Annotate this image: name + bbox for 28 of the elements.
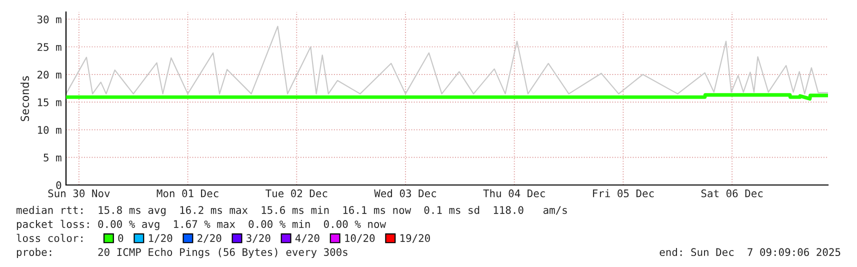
text: packet loss: 0.00 % avg 1.67 % max 0.00 % min 0.00 % now [16, 220, 386, 230]
legend-title: loss color: [16, 234, 82, 242]
legend-label: 0 [118, 234, 124, 242]
x-tick-label: Fri 05 Dec [593, 189, 654, 198]
text: end: Sun Dec 7 09:09:06 2025 [660, 248, 840, 256]
x-tick-label: Wed 03 Dec [374, 189, 436, 198]
x-tick-label: Mon 01 Dec [156, 189, 218, 198]
x-tick-label: Sat 06 Dec [701, 189, 763, 198]
legend-label: 2/20 [198, 234, 222, 243]
y-tick-label: 30 m [37, 15, 62, 24]
legend-label: 10/20 [345, 234, 375, 243]
y-tick-label: 5 m [44, 154, 62, 162]
y-axis-title: Seconds [20, 76, 30, 122]
text: median rtt: 15.8 ms avg 16.2 ms max 15.6 ms min 16.1 ms now 0.1 ms sd 118.0 am/s [16, 206, 567, 216]
legend-label: 3/20 [246, 234, 270, 243]
x-tick-label: Thu 04 Dec [483, 189, 545, 198]
legend-label: 4/20 [295, 234, 320, 243]
text: probe: 20 ICMP Echo Pings (56 Bytes) every 300s [16, 248, 348, 258]
y-tick-label: 20 m [38, 70, 62, 79]
x-tick-label: Sun 30 Nov [48, 189, 110, 198]
line-series [66, 26, 828, 94]
x-tick-label: Tue 02 Dec [266, 189, 328, 198]
legend-label: 19/20 [400, 234, 430, 243]
legend-label: 1/20 [149, 234, 172, 243]
y-tick-label: 25 m [38, 43, 62, 51]
y-tick-label: 10 m [38, 126, 62, 134]
y-tick-label: 0 [56, 181, 62, 190]
y-tick-label: 15 m [38, 98, 62, 106]
